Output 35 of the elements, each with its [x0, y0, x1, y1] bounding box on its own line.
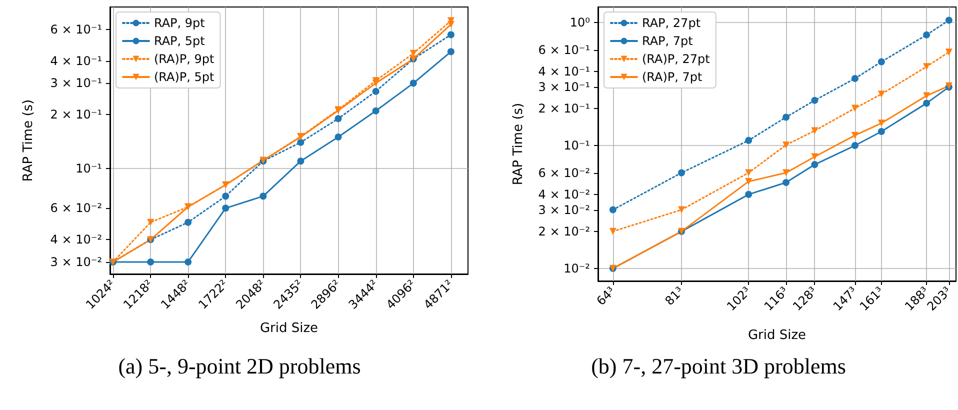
x-tick-label: 81³ [662, 284, 687, 308]
y-axis-title: RAP Time (s) [511, 102, 526, 186]
y-tick-label: 10⁻² [564, 261, 590, 276]
y-tick-label: 10⁻¹ [76, 161, 102, 176]
text: (a) 5-, 9-point 2D problems [118, 354, 361, 378]
y-tick-label: 4 × 10⁻¹ [538, 64, 590, 79]
y-tick-label: 6 × 10⁻¹ [538, 42, 590, 57]
y-tick-label: 3 × 10⁻² [50, 254, 102, 269]
y-tick-label: 4 × 10⁻² [538, 187, 590, 202]
y-tick-label: 2 × 10⁻¹ [50, 108, 102, 122]
y-tick-label: 6 × 10⁻² [538, 166, 590, 180]
y-tick-label: 3 × 10⁻² [538, 202, 590, 217]
legend-label: (RA)P, 27pt [642, 52, 710, 66]
legend-label: RAP, 27pt [642, 16, 701, 30]
y-tick-label: 10⁰ [570, 16, 590, 30]
y-tick-label: 3 × 10⁻¹ [538, 80, 590, 94]
text: (b) 7-, 27-point 3D problems [591, 354, 846, 378]
legend-label: (RA)P, 9pt [154, 52, 215, 66]
legend-label: (RA)P, 5pt [154, 70, 215, 84]
y-tick-label: 4 × 10⁻¹ [50, 54, 102, 68]
y-tick-label: 3 × 10⁻¹ [50, 76, 102, 90]
y-tick-label: 2 × 10⁻¹ [538, 102, 590, 116]
y-axis-title: RAP Time (s) [21, 99, 36, 182]
x-axis-title: Grid Size [748, 328, 806, 343]
y-tick-label: 10⁻¹ [564, 138, 590, 153]
legend-label: RAP, 9pt [154, 16, 206, 30]
x-axis-title: Grid Size [260, 321, 318, 336]
y-tick-label: 6 × 10⁻¹ [50, 22, 102, 36]
legend-label: RAP, 5pt [154, 34, 206, 48]
legend-label: (RA)P, 7pt [642, 70, 703, 84]
x-tick-label: 64³ [594, 284, 618, 308]
legend-label: RAP, 7pt [642, 34, 694, 48]
y-tick-label: 4 × 10⁻² [50, 232, 102, 247]
y-tick-label: 2 × 10⁻² [538, 224, 590, 238]
y-tick-label: 6 × 10⁻² [50, 201, 102, 216]
